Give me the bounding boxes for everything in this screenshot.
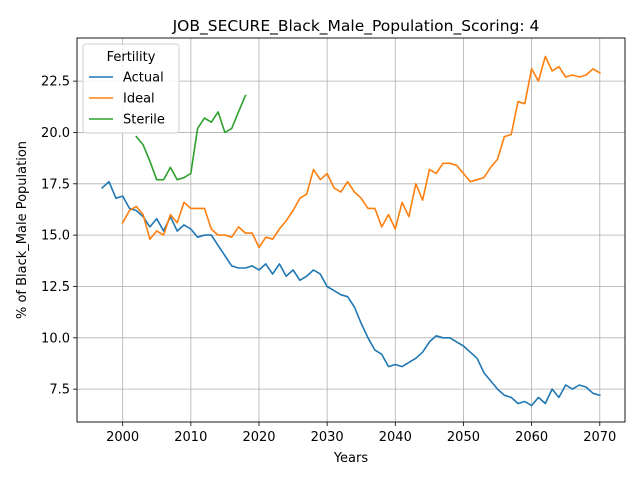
x-tick-label: 2050 (447, 430, 480, 445)
y-tick-label: 15.0 (41, 229, 70, 244)
x-tick-label: 2000 (106, 430, 139, 445)
series-line-ideal (121, 55, 601, 249)
x-tick-label: 2030 (311, 430, 344, 445)
x-tick-label: 2010 (174, 430, 207, 445)
x-tick-label: 2040 (379, 430, 412, 445)
series-layer (101, 55, 601, 407)
y-tick-label: 17.5 (41, 177, 70, 192)
legend-label-actual: Actual (123, 71, 164, 86)
plot-frame (76, 37, 626, 423)
y-tick-label: 7.5 (49, 383, 70, 398)
legend-label-sterile: Sterile (123, 113, 165, 128)
legend-box (82, 43, 180, 134)
y-axis-label: % of Black_Male Population (15, 141, 30, 319)
legend: Fertility Actual Ideal Sterile (82, 43, 180, 134)
x-tick-label: 2060 (515, 430, 548, 445)
y-tick-label: 10.0 (41, 331, 70, 346)
y-tick-label: 12.5 (41, 280, 70, 295)
x-axis-label: Years (333, 451, 369, 466)
legend-label-ideal: Ideal (123, 92, 155, 107)
grid-lines (77, 38, 625, 422)
x-tick-label: 2020 (242, 430, 275, 445)
y-tick-label: 20.0 (41, 126, 70, 141)
x-tick-label: 2070 (583, 430, 616, 445)
x-axis: 2000 2010 2020 2030 2040 2050 2060 2070 (106, 422, 616, 445)
y-tick-label: 22.5 (41, 75, 70, 90)
y-axis: 7.5 10.0 12.5 15.0 17.5 20.0 22.5 (41, 75, 77, 398)
chart-title: JOB_SECURE_Black_Male_Population_Scoring… (172, 17, 540, 36)
series-line-actual (101, 180, 601, 407)
legend-entries: Actual Ideal Sterile (89, 71, 165, 128)
legend-title: Fertility (107, 50, 156, 65)
series-line-sterile (135, 94, 247, 181)
